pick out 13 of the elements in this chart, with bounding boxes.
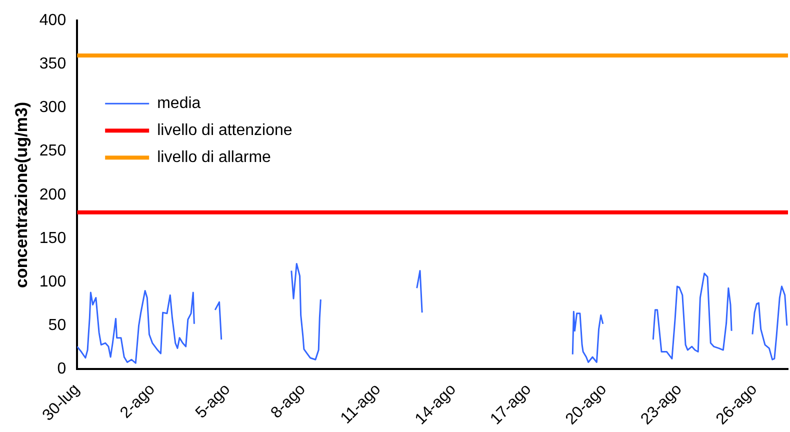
y-tick-label: 150	[39, 230, 66, 247]
y-tick-label: 0	[57, 360, 66, 378]
y-tick-label: 50	[48, 317, 66, 334]
y-axis-title: concentrazione(ug/m3)	[12, 102, 31, 288]
y-tick-label: 100	[39, 273, 66, 290]
y-tick-label: 400	[39, 12, 66, 30]
legend-label: livello di allarme	[157, 149, 272, 166]
y-tick-label: 350	[39, 56, 66, 73]
y-tick-label: 300	[39, 99, 66, 116]
y-tick-label: 250	[39, 142, 66, 160]
legend-label: media	[157, 95, 201, 112]
y-tick-label: 200	[39, 186, 66, 204]
legend-label: livello di attenzione	[157, 122, 292, 140]
